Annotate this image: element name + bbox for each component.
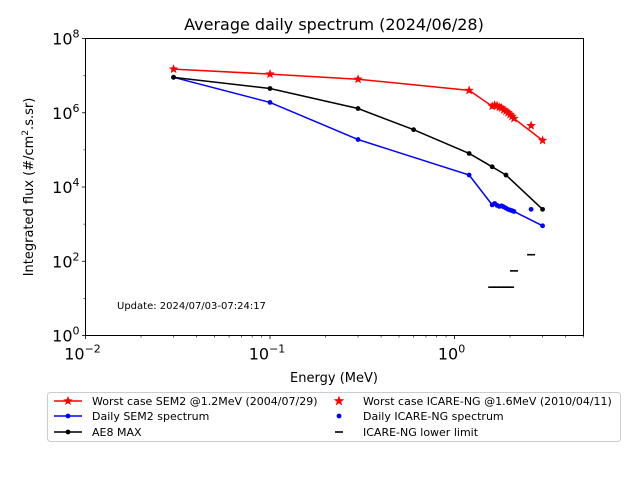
data-point — [267, 86, 273, 91]
legend: Worst case SEM2 @1.2MeV (2004/07/29) Dail… — [47, 392, 621, 442]
y-axis: 100 102 104 106 108 — [52, 28, 86, 346]
data-point-star — [496, 102, 507, 112]
legend-star-icon — [333, 395, 345, 406]
series-2 — [171, 74, 545, 212]
legend-item: Worst case SEM2 @1.2MeV (2004/07/29) — [54, 395, 317, 408]
y-tick-label: 100 — [52, 325, 79, 346]
plot-area-frame — [85, 38, 584, 336]
data-point — [466, 151, 472, 156]
data-point-star — [505, 109, 515, 119]
legend-label: AE8 MAX — [92, 426, 142, 439]
data-point-star — [503, 107, 513, 117]
data-point — [171, 74, 176, 80]
series-0 — [168, 64, 548, 145]
legend-label: Daily ICARE-NG spectrum — [363, 410, 504, 423]
x-tick-label: 10−2 — [64, 343, 101, 364]
series-4 — [528, 206, 534, 212]
data-point-star — [501, 106, 511, 116]
data-point-star — [499, 104, 509, 114]
y-tick-label: 108 — [52, 28, 79, 49]
legend-item: Daily SEM2 spectrum — [54, 410, 209, 423]
data-point — [411, 127, 416, 133]
data-point-star — [526, 120, 536, 130]
series-3 — [526, 120, 536, 130]
series-line — [173, 76, 544, 210]
legend-label: ICARE-NG lower limit — [363, 426, 479, 439]
y-tick-label: 104 — [52, 176, 79, 197]
legend-dot-icon — [65, 429, 71, 435]
series-5 — [488, 253, 536, 288]
y-axis-label: Integrated flux (#/cm2.s.sr) — [21, 98, 37, 277]
data-point — [355, 137, 361, 142]
data-point — [489, 164, 495, 170]
update-annotation: Update: 2024/07/03-07:24:17 — [117, 301, 266, 312]
data-point — [511, 209, 517, 214]
data-point-star — [537, 135, 548, 145]
data-point-star — [507, 111, 517, 121]
data-point-star — [168, 64, 179, 74]
data-point-star — [353, 74, 363, 84]
y-tick-label: 102 — [52, 250, 79, 271]
legend-label: Daily SEM2 spectrum — [92, 410, 209, 423]
legend-frame — [47, 392, 621, 442]
legend-item: Daily ICARE-NG spectrum — [336, 410, 504, 423]
data-point — [355, 106, 361, 111]
data-point — [540, 206, 545, 212]
x-axis: 10−2 10−1 100 — [64, 335, 584, 364]
x-axis-label: Energy (MeV) — [290, 371, 378, 386]
legend-dot-icon — [336, 413, 342, 419]
data-point — [540, 223, 545, 229]
data-point — [503, 172, 509, 178]
data-point-star — [492, 100, 502, 110]
data-point-star — [487, 101, 497, 111]
series-1 — [171, 74, 545, 229]
series-line — [173, 76, 543, 227]
legend-star-icon — [63, 396, 73, 406]
chart-title: Average daily spectrum (2024/06/28) — [184, 15, 484, 34]
data-point-star — [265, 69, 275, 79]
data-point — [528, 206, 534, 212]
data-point — [466, 172, 472, 178]
x-tick-label: 100 — [438, 343, 465, 364]
series-layer — [168, 64, 548, 288]
legend-item: Worst case ICARE-NG @1.6MeV (2010/04/11) — [333, 395, 612, 408]
legend-label: Worst case SEM2 @1.2MeV (2004/07/29) — [92, 395, 317, 408]
data-point — [267, 100, 273, 105]
legend-dot-icon — [65, 413, 71, 419]
data-point-star — [509, 113, 519, 123]
y-tick-label: 106 — [52, 102, 79, 123]
legend-label: Worst case ICARE-NG @1.6MeV (2010/04/11) — [363, 395, 612, 408]
data-point-star — [464, 85, 474, 95]
legend-item: ICARE-NG lower limit — [335, 426, 479, 439]
legend-item: AE8 MAX — [54, 426, 142, 439]
x-tick-label: 10−1 — [249, 343, 286, 364]
